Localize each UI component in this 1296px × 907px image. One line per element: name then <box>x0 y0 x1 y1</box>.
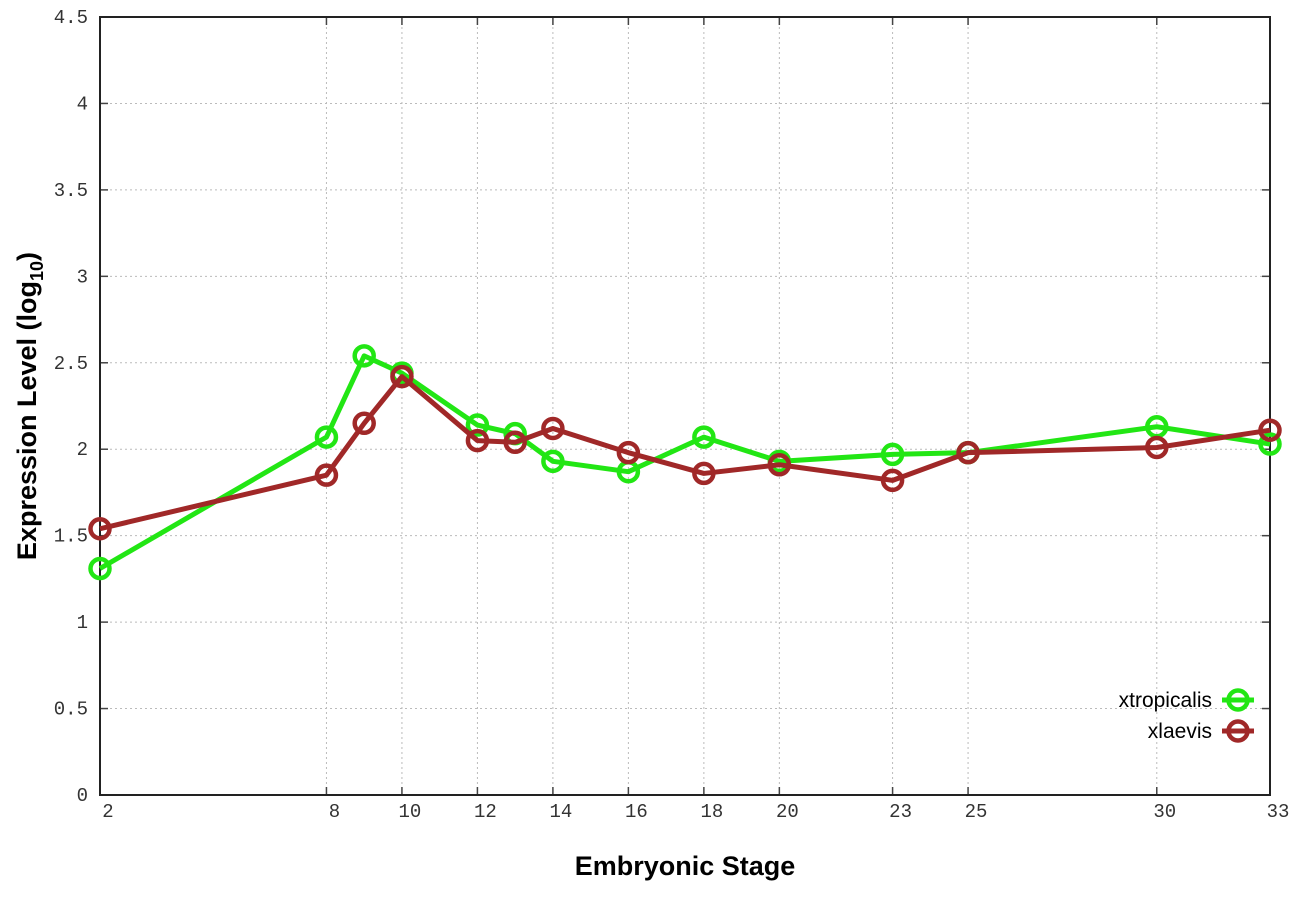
y-tick-label: 4.5 <box>54 7 88 29</box>
x-tick-label: 30 <box>1153 801 1176 823</box>
data-point-xlaevis <box>465 428 490 453</box>
data-point-xtropicalis <box>465 413 490 437</box>
data-point-xlaevis <box>880 468 905 493</box>
y-axis-label-subscript: 10 <box>27 261 47 281</box>
y-tick-label: 4 <box>77 93 88 115</box>
data-point-xtropicalis <box>541 449 565 474</box>
x-axis-label: Embryonic Stage <box>575 851 796 881</box>
y-tick-label: 0 <box>77 785 88 807</box>
x-tick-label: 14 <box>549 801 572 823</box>
data-point-xtropicalis <box>314 425 339 449</box>
series-line-xtropicalis <box>98 353 1271 571</box>
series-layer <box>88 344 1282 581</box>
data-point-xlaevis <box>314 463 339 487</box>
data-point-xtropicalis <box>88 556 112 581</box>
legend: xtropicalis xlaevis <box>1119 688 1254 743</box>
data-point-xlaevis <box>692 461 716 486</box>
data-point-xlaevis <box>956 440 980 465</box>
y-tick-label: 3.5 <box>54 180 88 202</box>
data-point-xlaevis <box>541 416 565 441</box>
x-tick-label: 10 <box>399 801 422 823</box>
x-tick-label: 2 <box>102 801 113 823</box>
data-point-xlaevis <box>616 440 641 465</box>
x-tick-label: 16 <box>625 801 648 823</box>
y-axis-label-suffix: ) <box>12 252 42 261</box>
y-tick-label: 3 <box>77 266 88 288</box>
data-point-xtropicalis <box>880 442 905 467</box>
y-tick-label: 2 <box>77 439 88 461</box>
x-tick-label: 33 <box>1267 801 1290 823</box>
data-point-xtropicalis <box>692 425 716 449</box>
data-point-xlaevis <box>352 411 376 436</box>
legend-label-xlaevis: xlaevis <box>1148 720 1212 743</box>
data-point-xlaevis <box>767 453 792 477</box>
y-tick-label: 2.5 <box>54 353 88 375</box>
series-line-xlaevis <box>99 374 1271 532</box>
y-axis-label-main: Expression Level (log <box>12 281 42 560</box>
y-tick-label: 0.5 <box>54 699 88 721</box>
x-tick-label: 20 <box>776 801 799 823</box>
data-point-xlaevis <box>1258 418 1282 442</box>
x-tick-label: 12 <box>474 801 497 823</box>
y-axis-label: Expression Level (log10) <box>12 252 47 560</box>
legend-marker-xtropicalis <box>1226 688 1250 712</box>
y-tick-label: 1.5 <box>54 526 88 548</box>
x-tick-label: 23 <box>889 801 912 823</box>
axes: 0 0.5 1 1.5 2 2.5 3 3.5 4 4.5 2 8 10 12 14 16 18 20 23 25 30… <box>54 7 1290 823</box>
data-point-xlaevis <box>390 364 414 389</box>
x-tick-label: 25 <box>965 801 988 823</box>
x-tick-label: 18 <box>700 801 723 823</box>
grid <box>100 17 1270 795</box>
legend-label-xtropicalis: xtropicalis <box>1119 689 1212 712</box>
data-point-xlaevis <box>503 430 527 455</box>
data-point-xlaevis <box>1145 435 1169 460</box>
data-point-xtropicalis <box>1258 432 1282 456</box>
legend-marker-xlaevis <box>1226 719 1250 743</box>
y-tick-label: 1 <box>77 612 88 634</box>
data-point-xtropicalis <box>352 344 376 368</box>
data-point-xlaevis <box>88 517 112 541</box>
x-tick-label: 8 <box>329 801 340 823</box>
plot-frame <box>99 16 1271 796</box>
